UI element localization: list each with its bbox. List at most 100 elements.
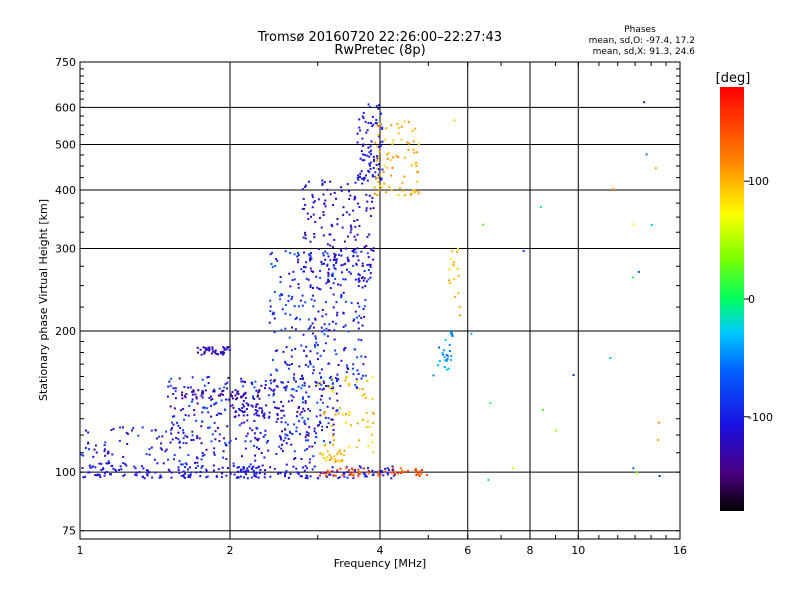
data-point [362,472,365,475]
data-point [313,299,316,302]
data-point [635,471,638,474]
data-point [306,448,308,451]
data-point [400,138,403,141]
data-point [105,470,108,473]
data-point [387,473,390,476]
data-point [357,174,360,177]
data-point [358,314,361,317]
data-point [309,257,311,260]
x-axis-label: Frequency [MHz] [334,557,426,570]
data-point [326,335,329,338]
data-point [343,349,346,352]
data-point [325,313,328,316]
data-point [371,175,374,178]
data-point [331,418,334,421]
data-point [223,437,225,440]
data-point [352,468,355,471]
data-point [217,353,220,356]
data-point [246,432,249,435]
data-point [379,122,382,125]
data-point [343,472,346,475]
data-point [329,259,332,262]
data-point [304,436,307,439]
data-point [522,250,525,252]
data-point [302,270,305,273]
chart-subtitle: RwPretec (8p) [334,43,425,58]
data-point [294,318,297,321]
data-point [349,224,352,227]
data-point [334,457,337,460]
data-point [246,419,249,422]
data-point [361,182,364,185]
data-point [333,191,336,194]
data-point [372,421,375,424]
data-point [305,354,308,357]
data-point [274,406,276,409]
data-point [214,438,217,441]
data-point [356,356,359,359]
data-point [255,405,257,408]
data-point [324,250,327,253]
data-point [358,387,361,390]
data-point [273,467,276,470]
data-point [356,219,359,221]
data-point [308,360,311,363]
data-point [204,347,207,350]
data-point [357,178,360,181]
data-point [104,454,107,457]
data-point [162,462,165,465]
data-point [280,409,283,412]
data-point [171,427,174,429]
data-point [81,467,84,469]
data-point [346,366,349,369]
data-point [167,468,170,471]
data-point [110,473,112,476]
data-point [225,348,228,351]
data-point [296,471,299,474]
data-point [359,129,362,132]
data-point [256,410,259,412]
data-point [255,389,258,392]
data-point [401,471,403,473]
data-point [275,420,278,423]
data-point [390,189,393,192]
data-point [305,431,308,434]
data-point [213,403,216,406]
data-point [360,277,363,280]
data-point [263,412,266,415]
data-point [178,440,181,443]
data-point [206,348,209,351]
data-point [307,365,310,368]
data-point [362,178,365,181]
data-point [342,213,345,216]
data-point [273,317,276,320]
chart-title: Tromsø 20160720 22:26:00–22:27:43 [257,30,502,45]
data-point [147,471,150,474]
data-point [275,258,278,261]
data-point [328,268,330,271]
data-point [320,263,323,266]
data-point [321,315,324,318]
data-point [308,461,311,464]
data-point [363,246,366,249]
data-point [182,442,185,444]
data-point [222,352,225,355]
data-point [270,263,273,265]
data-point [332,386,335,389]
data-point [324,258,327,261]
data-point [261,411,264,414]
data-point [366,154,369,157]
data-point [303,265,306,268]
data-point [366,263,369,266]
data-point [379,173,382,176]
data-point [370,122,372,125]
data-point [307,417,310,420]
data-point [222,456,225,459]
data-point [301,376,304,379]
data-point [257,476,260,479]
data-point [401,181,404,184]
data-point [321,429,323,432]
data-point [185,442,188,445]
data-point [377,470,380,473]
data-point [325,472,327,475]
